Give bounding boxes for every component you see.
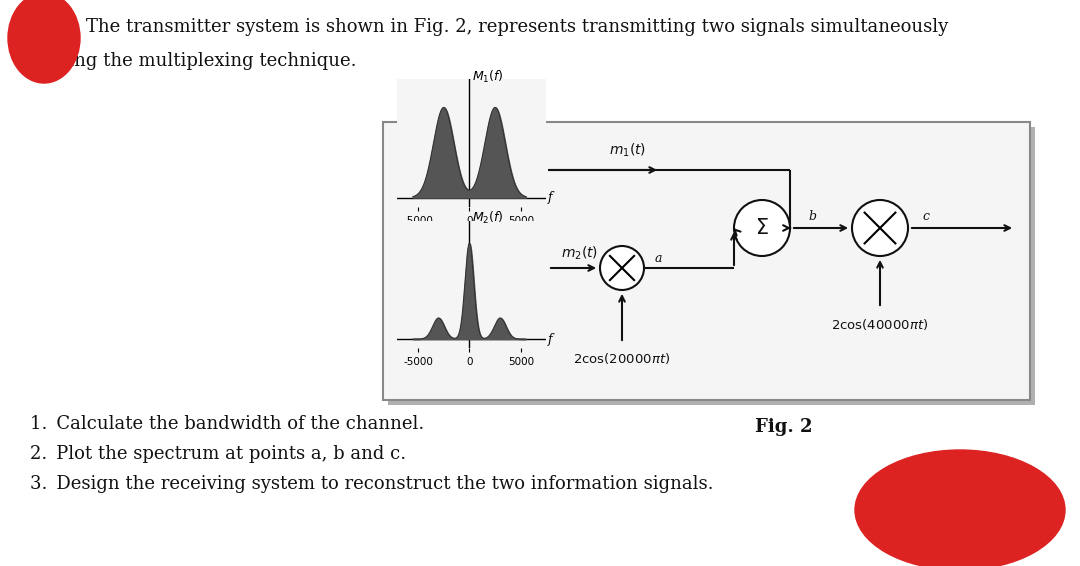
Text: $m_1(t)$: $m_1(t)$ — [609, 142, 647, 158]
Circle shape — [734, 200, 789, 256]
Text: $\Sigma$: $\Sigma$ — [755, 218, 769, 238]
Text: 3. Design the receiving system to reconstruct the two information signals.: 3. Design the receiving system to recons… — [30, 475, 714, 493]
Text: Fig. 2: Fig. 2 — [755, 418, 812, 436]
Text: by using the multiplexing technique.: by using the multiplexing technique. — [21, 52, 356, 70]
Bar — [388, 127, 1035, 405]
Ellipse shape — [8, 0, 80, 83]
Text: The transmitter system is shown in Fig. 2, represents transmitting two signals s: The transmitter system is shown in Fig. … — [86, 18, 948, 36]
Text: 2. Plot the spectrum at points a, b and c.: 2. Plot the spectrum at points a, b and … — [30, 445, 406, 463]
Text: $M_1(f)$: $M_1(f)$ — [472, 69, 504, 85]
Circle shape — [600, 246, 644, 290]
Bar — [383, 122, 1030, 400]
Text: f: f — [548, 191, 552, 204]
Circle shape — [852, 200, 908, 256]
Text: f: f — [548, 333, 552, 346]
Text: $M_2(f)$: $M_2(f)$ — [472, 211, 504, 226]
Text: $2\cos(20000\pi t)$: $2\cos(20000\pi t)$ — [573, 350, 671, 366]
Text: $2\cos(40000\pi t)$: $2\cos(40000\pi t)$ — [832, 316, 929, 332]
Text: $m_2(t)$: $m_2(t)$ — [562, 245, 598, 261]
Text: b: b — [808, 209, 816, 222]
Text: 1. Calculate the bandwidth of the channel.: 1. Calculate the bandwidth of the channe… — [30, 415, 424, 433]
Ellipse shape — [855, 450, 1065, 566]
Text: c: c — [922, 209, 930, 222]
Text: a: a — [654, 251, 662, 264]
